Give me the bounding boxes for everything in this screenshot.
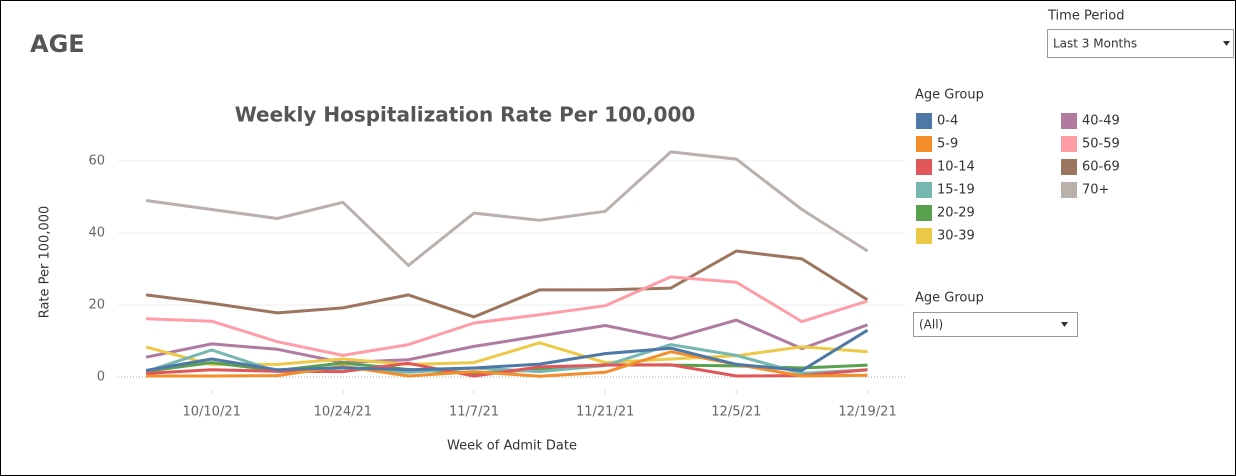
x-tick-label: 10/24/21	[314, 405, 372, 420]
y-axis-label: Rate Per 100,000	[38, 206, 53, 319]
series-line	[145, 318, 869, 365]
legend-swatch	[916, 136, 932, 152]
legend-swatch	[916, 113, 932, 129]
age-group-dropdown[interactable]: (All)	[913, 312, 1078, 337]
filter-label: Time Period	[1047, 9, 1124, 24]
y-tick-label: 60	[88, 153, 105, 168]
y-tick-label: 40	[88, 225, 105, 240]
legend-label: 20-29	[937, 206, 975, 221]
dropdown-arrow[interactable]	[1223, 41, 1230, 46]
legend-swatch	[916, 205, 932, 221]
legend-title: Age Group	[915, 88, 984, 103]
filter-label: Age Group	[915, 291, 984, 306]
legend-swatch	[916, 159, 932, 175]
dropdown-box[interactable]	[1047, 29, 1234, 58]
legend-swatch	[1061, 113, 1077, 129]
series-line	[145, 341, 868, 366]
legend-swatch	[916, 182, 932, 198]
x-tick-label: 12/19/21	[838, 405, 896, 420]
x-tick-label: 10/10/21	[182, 405, 240, 420]
dropdown-value[interactable]: (All)	[919, 318, 943, 332]
legend-label: 30-39	[937, 229, 975, 244]
x-tick-label: 11/7/21	[449, 405, 499, 420]
series-line	[145, 328, 869, 372]
legend-swatch	[1061, 136, 1077, 152]
dropdown-arrow[interactable]	[1061, 322, 1068, 327]
series-line	[145, 249, 869, 319]
series-line	[146, 275, 868, 357]
legend-label: 5-9	[937, 137, 958, 152]
dropdown-value[interactable]: Last 3 Months	[1053, 37, 1137, 51]
x-axis-label: Week of Admit Date	[447, 439, 577, 454]
y-tick-label: 0	[97, 370, 105, 385]
legend-label: 10-14	[937, 160, 975, 175]
legend-label: 0-4	[937, 114, 958, 129]
y-tick-label: 20	[88, 297, 105, 312]
legend-label: 15-19	[937, 183, 975, 198]
legend-swatch	[916, 228, 932, 244]
legend-label: 70+	[1082, 183, 1109, 198]
dropdown-box[interactable]	[913, 312, 1078, 337]
legend-label: 50-59	[1082, 137, 1120, 152]
page-title: AGE	[30, 30, 85, 58]
x-tick-label: 12/5/21	[711, 405, 761, 420]
series-line	[146, 361, 868, 378]
time-period-dropdown[interactable]: Last 3 Months	[1047, 29, 1234, 58]
x-tick-label: 11/21/21	[576, 405, 634, 420]
legend-swatch	[1061, 182, 1077, 198]
legend-label: 60-69	[1082, 160, 1120, 175]
legend-swatch	[1061, 159, 1077, 175]
legend-label: 40-49	[1082, 114, 1120, 129]
series-line	[145, 150, 869, 267]
chart-title: Weekly Hospitalization Rate Per 100,000	[235, 103, 696, 127]
